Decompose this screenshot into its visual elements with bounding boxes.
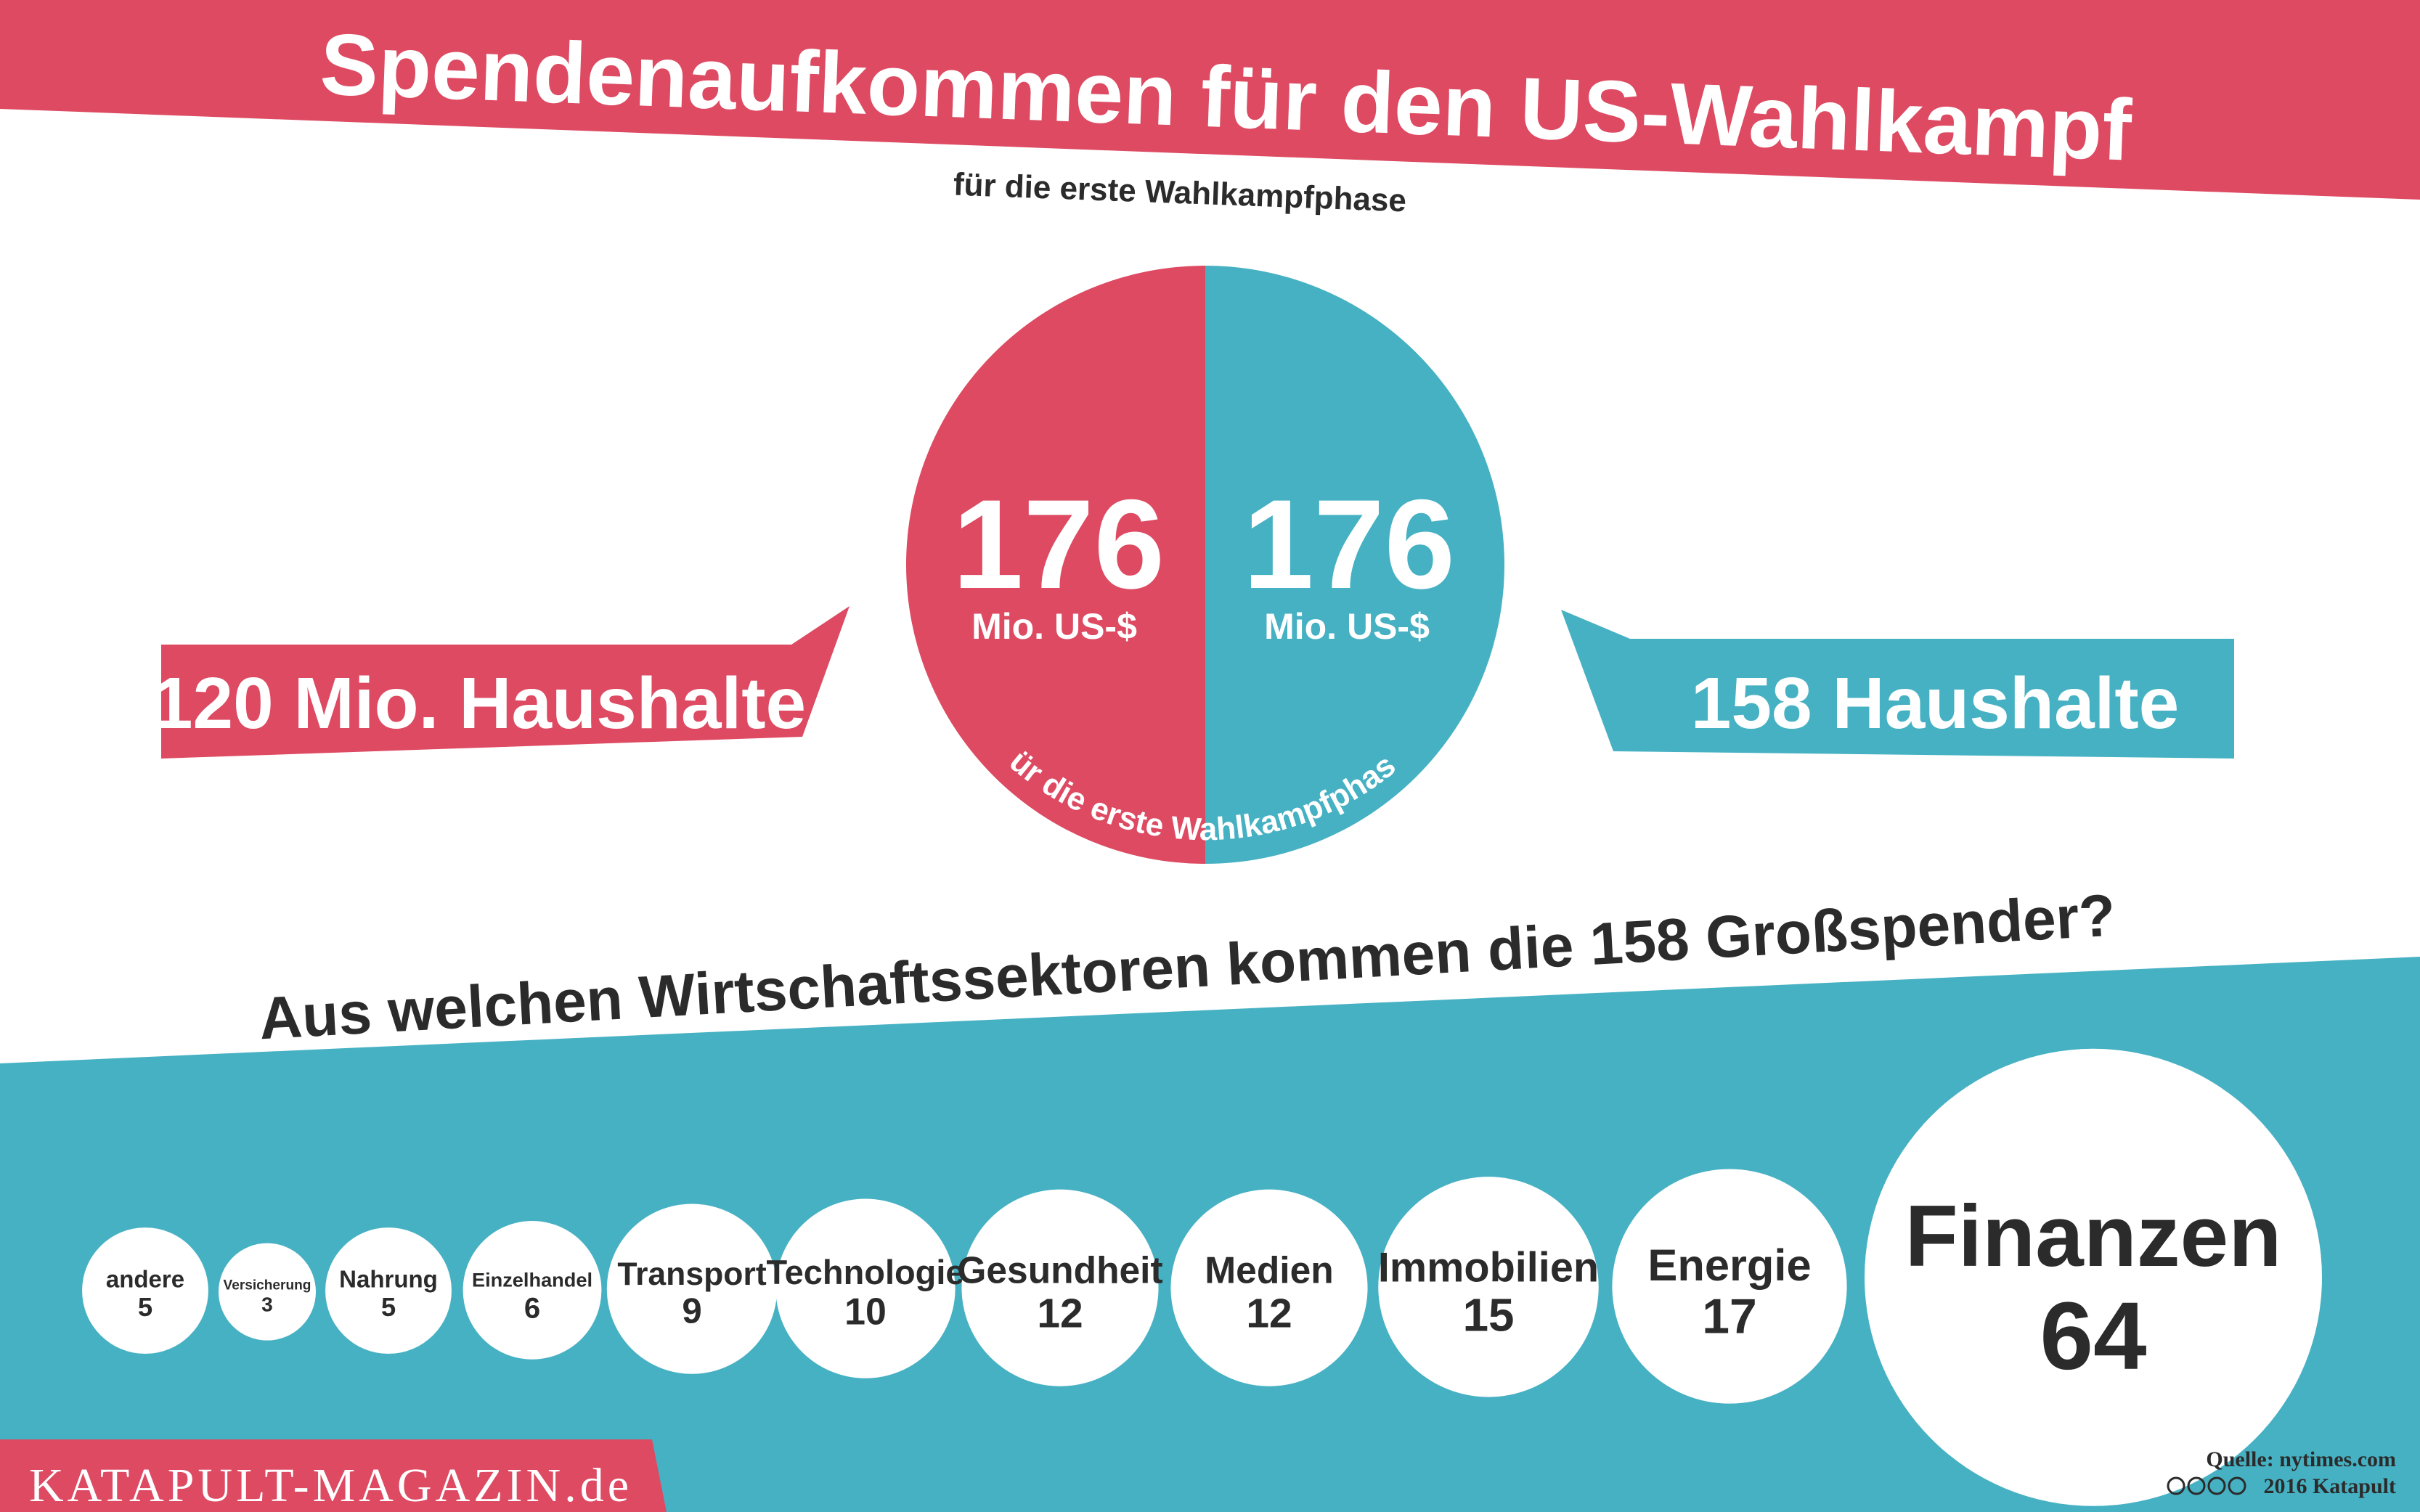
sector-label: Medien [1205, 1249, 1333, 1291]
right-banner-label: 158 Haushalte [1691, 663, 2180, 744]
sector-bubble-immobilien [1378, 1177, 1599, 1397]
sector-bubble-einzelhandel [463, 1220, 602, 1360]
pie-slice [1205, 266, 1504, 864]
source-note: Quelle: nytimes.com [2206, 1447, 2396, 1471]
sector-label: Immobilien [1378, 1244, 1599, 1291]
sector-label: Finanzen [1905, 1188, 2282, 1285]
sector-bubbles: andere5Versicherung3Nahrung5Einzelhandel… [82, 1048, 2322, 1506]
sector-label: Versicherung [224, 1278, 311, 1293]
sector-value: 3 [261, 1293, 273, 1315]
nd-icon [2228, 1476, 2246, 1495]
sector-value: 17 [1702, 1290, 1756, 1344]
sector-bubble-finanzen [1865, 1048, 2322, 1506]
left-unit: Mio. US-$ [971, 606, 1137, 647]
sector-value: 10 [844, 1291, 887, 1333]
by-icon [2187, 1476, 2206, 1495]
page-subtitle: für die erste Wahlkampfphase [953, 167, 1407, 219]
sector-bubble-gesundheit [961, 1189, 1159, 1386]
sector-bubble-medien [1170, 1189, 1368, 1386]
sector-value: 9 [682, 1291, 701, 1331]
license-icons [2167, 1476, 2246, 1495]
sector-bubble-transport [606, 1204, 778, 1374]
sector-bubble-energie [1612, 1169, 1847, 1404]
right-unit: Mio. US-$ [1264, 606, 1430, 647]
left-value: 176 [953, 474, 1165, 616]
header-band [0, 0, 2420, 200]
sector-value: 5 [381, 1292, 396, 1322]
left-banner [161, 606, 850, 759]
sector-label: Nahrung [339, 1266, 438, 1293]
sector-value: 15 [1463, 1289, 1515, 1341]
pie-slice [906, 266, 1205, 864]
sector-value: 64 [2040, 1283, 2146, 1390]
sector-value: 12 [1037, 1290, 1083, 1336]
logo-tab [0, 1439, 667, 1512]
cc-icon [2167, 1476, 2185, 1495]
sector-label: Technologie [766, 1253, 964, 1291]
sector-bubble-technologie [775, 1198, 956, 1378]
sector-bubble-andere [82, 1227, 208, 1354]
sector-label: Einzelhandel [472, 1269, 592, 1291]
sector-value: 6 [524, 1293, 540, 1325]
pie-chart [906, 266, 1504, 864]
sector-label: Energie [1647, 1241, 1811, 1291]
sector-bubble-nahrung [325, 1227, 452, 1354]
nc-icon [2207, 1476, 2226, 1495]
sector-label: Gesundheit [957, 1249, 1162, 1291]
right-value: 176 [1243, 474, 1455, 616]
sector-value: 12 [1246, 1290, 1292, 1336]
sector-label: andere [106, 1266, 184, 1293]
sector-value: 5 [138, 1292, 152, 1322]
left-banner-label: 120 Mio. Haushalte [152, 663, 806, 744]
right-banner [1561, 610, 2234, 759]
copyright-note: 2016 Katapult [2263, 1474, 2396, 1498]
brand-logo[interactable]: KATAPULT-MAGAZIN.de [29, 1459, 632, 1512]
sector-bubble-versicherung [219, 1243, 316, 1341]
sector-label: Transport [617, 1256, 766, 1292]
